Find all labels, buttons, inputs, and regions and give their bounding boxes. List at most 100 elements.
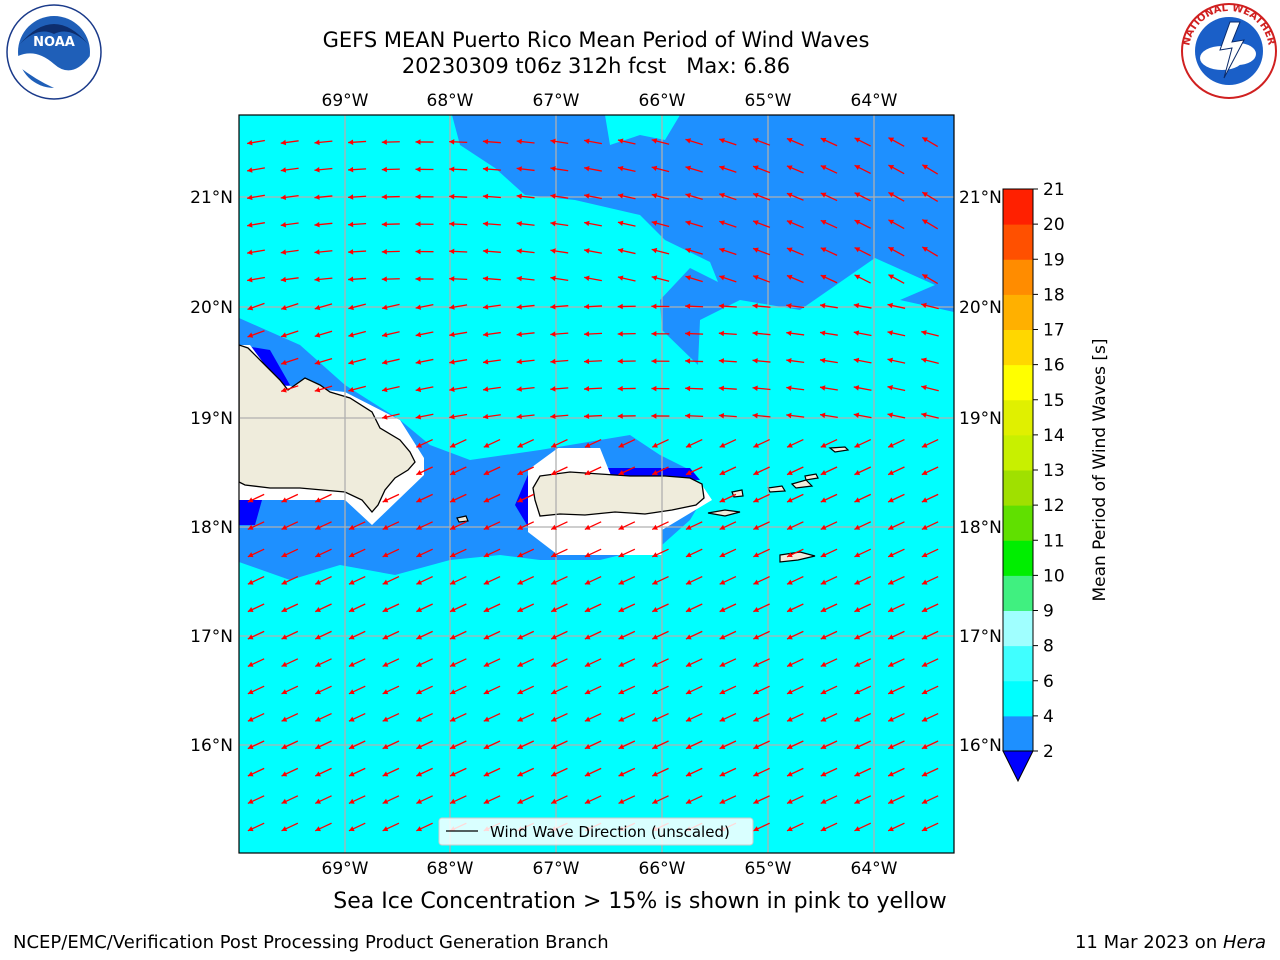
wind-arrow (348, 330, 366, 338)
wind-arrow (820, 713, 838, 722)
wind-arrow (719, 521, 737, 530)
colorbar-segment (1003, 259, 1033, 295)
wind-arrow (618, 767, 636, 777)
wind-arrow (281, 740, 299, 750)
wind-arrow (583, 331, 603, 337)
wind-arrow (853, 385, 872, 391)
wind-arrow (651, 193, 670, 200)
wind-arrow (820, 767, 838, 777)
latitude-label: 20°N (959, 298, 1002, 318)
wind-arrow (854, 521, 872, 530)
wind-arrow (449, 493, 467, 503)
wind-arrow (854, 164, 871, 175)
wind-arrow (516, 193, 535, 200)
wind-arrow (854, 192, 871, 202)
wind-arrow (853, 412, 872, 419)
wind-arrow (921, 767, 939, 777)
wind-arrow (247, 658, 265, 667)
anegada-island (828, 446, 850, 453)
wind-arrow (718, 330, 737, 337)
wind-arrow (482, 275, 501, 282)
noaa-logo-text: NOAA (33, 35, 75, 50)
wind-arrow (685, 193, 703, 201)
wind-arrow (348, 194, 367, 200)
wind-arrow (517, 658, 535, 667)
wind-arrow (887, 412, 906, 419)
wind-arrow (247, 713, 265, 722)
wind-arrow (719, 138, 737, 146)
wind-arrow (314, 576, 332, 585)
wind-arrow (921, 493, 939, 503)
wind-arrow (753, 658, 770, 667)
wind-arrow (247, 767, 265, 777)
wind-arrow (314, 385, 333, 393)
wind-arrow (753, 493, 770, 503)
wind-arrow (854, 274, 871, 284)
wind-arrow (550, 685, 568, 695)
wind-arrow (348, 740, 366, 750)
wind-arrow (550, 303, 569, 310)
colorbar-tick-label: 19 (1043, 250, 1065, 270)
wind-arrow (887, 493, 905, 503)
mona-island (456, 515, 469, 523)
latitude-labels-right: 21°N 20°N 19°N 18°N 17°N 16°N (959, 188, 1002, 756)
wind-arrow (550, 713, 568, 722)
wind-arrow (685, 521, 703, 530)
wind-arrow (280, 276, 299, 283)
wind-arrow (280, 194, 299, 201)
longitude-label: 66°W (639, 91, 686, 111)
wind-arrow (719, 658, 737, 667)
wind-arrow (786, 330, 805, 337)
wind-arrow (482, 221, 501, 227)
wind-arrow (247, 139, 265, 146)
wind-arrow (482, 413, 501, 420)
wind-arrow (516, 166, 535, 172)
wind-arrow (348, 221, 367, 228)
wind-arrow (382, 576, 400, 585)
wind-arrow (348, 385, 366, 393)
wind-arrow (449, 386, 468, 392)
wind-arrow (314, 330, 333, 338)
wind-arrow (888, 274, 905, 284)
wind-arrow (314, 521, 332, 530)
wind-arrow (752, 138, 771, 146)
wind-arrow (482, 138, 501, 145)
wind-arrow (888, 164, 905, 175)
wind-arrow (516, 138, 535, 145)
wind-arrow (888, 137, 905, 147)
wind-arrow (382, 548, 400, 558)
wind-arrow (819, 330, 838, 336)
wind-arrow (584, 630, 602, 640)
longitude-label: 68°W (427, 91, 474, 111)
wind-arrow (887, 822, 905, 832)
colorbar-tick-label: 17 (1043, 321, 1065, 341)
colorbar-segment (1003, 540, 1033, 576)
wind-arrow (583, 358, 603, 365)
wind-arrow (786, 412, 805, 419)
wind-arrow (820, 137, 838, 147)
wind-arrow (786, 439, 804, 448)
low-period-zone-north (452, 115, 954, 365)
wind-arrow (482, 359, 501, 365)
wind-arrow (416, 713, 433, 722)
wind-arrow (819, 412, 838, 419)
colorbar-segment (1003, 364, 1033, 401)
wind-arrow (651, 548, 669, 558)
wind-arrow (753, 713, 770, 722)
wind-arrow (247, 795, 265, 804)
wind-arrow (786, 548, 804, 558)
wind-arrow (280, 302, 299, 311)
wind-arrow (921, 521, 939, 530)
wind-arrow (921, 466, 939, 476)
wind-arrow (887, 302, 906, 309)
wind-arrow (348, 685, 366, 695)
wind-arrow (517, 630, 535, 640)
colorbar-segment (1003, 680, 1033, 717)
colorbar-tick-label: 4 (1043, 707, 1054, 727)
wind-arrow (517, 767, 535, 777)
wind-arrow (415, 386, 434, 393)
wind-arrow (415, 139, 434, 145)
wind-arrow (449, 359, 468, 365)
wind-arrow (887, 330, 906, 337)
